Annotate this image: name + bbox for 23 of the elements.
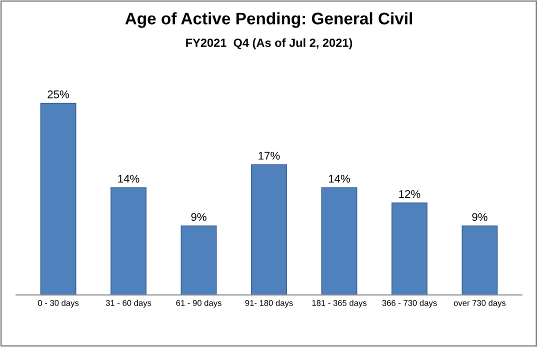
bar <box>180 226 217 295</box>
x-tick-label: 366 - 730 days <box>382 300 437 308</box>
bar <box>462 226 498 295</box>
chart-title: Age of Active Pending: General Civil <box>125 12 412 28</box>
data-label: 25% <box>48 90 70 98</box>
data-label: 12% <box>399 190 420 198</box>
data-label: 14% <box>328 174 350 183</box>
data-label: 9% <box>191 213 206 221</box>
bar <box>321 187 358 295</box>
x-tick-label: 61 - 90 days <box>176 300 222 308</box>
bar <box>110 187 146 295</box>
x-tick-label: over 730 days <box>454 300 506 308</box>
data-label: 9% <box>472 213 488 221</box>
x-tick-label: 91- 180 days <box>245 300 293 308</box>
x-tick-label: 0 - 30 days <box>38 300 79 308</box>
bar <box>40 102 76 295</box>
x-tick-label: 31 - 60 days <box>106 300 152 308</box>
x-tick-label: 181 - 365 days <box>312 300 367 308</box>
chart-subtitle: FY2021 Q4 (As of Jul 2, 2021) <box>186 38 352 50</box>
bar <box>251 164 287 295</box>
data-label: 14% <box>118 174 140 183</box>
bar <box>392 202 428 295</box>
data-label: 17% <box>258 152 280 160</box>
